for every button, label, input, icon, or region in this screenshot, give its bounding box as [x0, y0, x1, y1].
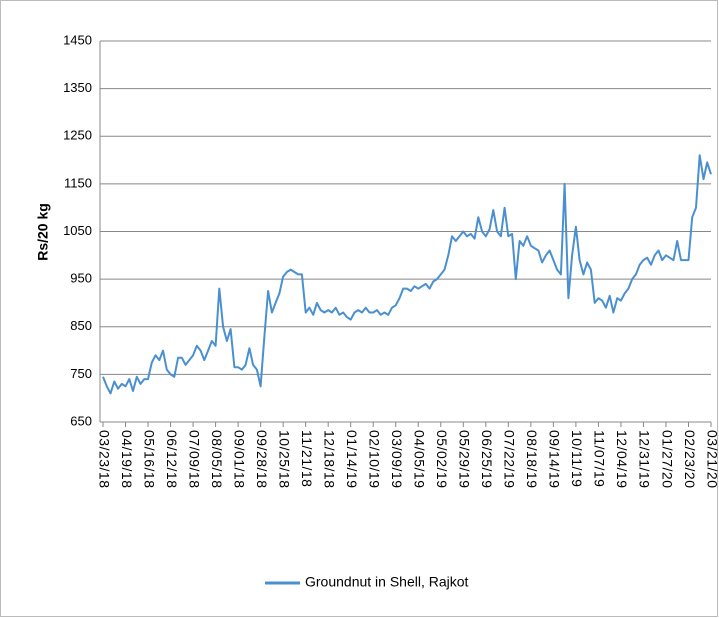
y-tick-label: 850	[70, 318, 92, 333]
x-tick-label: 09/14/19	[547, 430, 563, 489]
x-tick-label: 11/07/19	[592, 430, 608, 487]
x-tick-label: 02/10/19	[367, 430, 383, 489]
y-tick-label: 1150	[64, 175, 92, 190]
x-tick-label: 05/16/18	[141, 430, 157, 489]
x-tick-label: 06/25/19	[479, 430, 495, 489]
x-tick-label: 12/31/19	[637, 430, 653, 489]
y-tick-label: 1350	[63, 80, 92, 95]
x-tick-label: 07/22/19	[502, 430, 518, 489]
x-tick-label: 01/27/20	[659, 430, 675, 489]
x-tick-label: 07/09/18	[186, 430, 202, 489]
data-line	[102, 154, 712, 395]
x-tick-label: 12/04/19	[614, 430, 630, 489]
x-tick-label: 03/23/18	[96, 430, 112, 489]
x-tick-label: 02/23/20	[682, 430, 698, 489]
y-tick-label: 950	[70, 271, 92, 286]
x-tick-label: 10/11/19	[569, 430, 585, 487]
x-tick-label: 08/18/19	[524, 430, 540, 489]
y-tick-label: 1250	[63, 128, 92, 143]
x-tick-label: 03/09/19	[389, 430, 405, 489]
x-tick-label: 08/05/18	[209, 430, 225, 489]
x-tick-label: 03/21/20	[704, 430, 719, 489]
x-tick-label: 10/25/18	[276, 430, 292, 489]
x-tick-label: 12/18/18	[321, 430, 337, 489]
y-tick-label: 1450	[63, 32, 92, 47]
x-tick-label: 11/21/18	[299, 430, 315, 487]
legend-label: Groundnut in Shell, Rajkot	[305, 574, 469, 590]
x-tick-label: 09/01/18	[231, 430, 247, 489]
y-axis-label: Rs/20 kg	[35, 203, 51, 261]
x-tick-label: 01/14/19	[344, 430, 360, 489]
y-tick-label: 650	[70, 413, 92, 428]
x-tick-label: 04/05/19	[412, 430, 428, 489]
x-tick-label: 05/29/19	[457, 430, 473, 489]
x-tick-label: 09/28/18	[254, 430, 270, 489]
x-tick-label: 06/12/18	[164, 430, 180, 489]
x-tick-label: 04/19/18	[119, 430, 135, 489]
y-tick-label: 1050	[63, 223, 92, 238]
y-tick-label: 750	[70, 366, 92, 381]
x-tick-label: 05/02/19	[434, 430, 450, 489]
